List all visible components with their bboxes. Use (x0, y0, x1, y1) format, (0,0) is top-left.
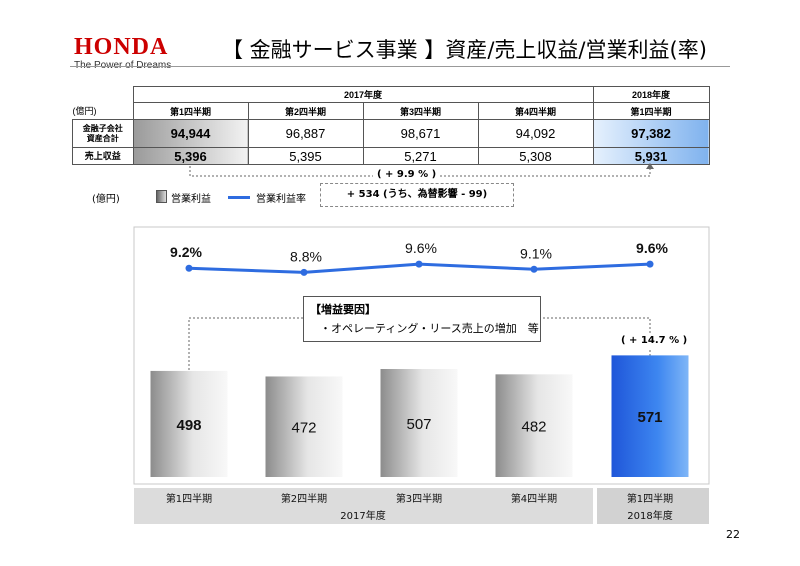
profit-growth-label: ( + 14.7 % ) (621, 335, 688, 346)
legend-bar-swatch (156, 190, 167, 203)
bar (611, 355, 689, 477)
page-title: 【 金融サービス事業 】資産/売上収益/営業利益(率) (222, 38, 707, 62)
table-unit: (億円) (72, 106, 97, 117)
factor-bracket-line (188, 317, 303, 378)
bar-series: 498 472 507 482 571 (150, 355, 689, 477)
row-label-line: 資産合計 (86, 133, 119, 143)
table-row: 売上収益 5,396 5,395 5,271 5,308 5,931 (72, 147, 710, 165)
revenue-growth-label: ( + 9.9 % ) (373, 169, 441, 180)
legend-line-label: 営業利益率 (256, 194, 306, 205)
factor-box (303, 296, 541, 342)
row-label-line: 金融子会社 (82, 123, 123, 133)
x-tick-label: 第4四半期 (511, 492, 557, 505)
x-group-label: 2018年度 (627, 509, 672, 522)
bar-value-label: 472 (291, 420, 316, 437)
table-cell: 97,382 (592, 119, 710, 148)
table-cell: 94,092 (477, 119, 594, 148)
bar (150, 370, 228, 477)
margin-point (300, 268, 308, 276)
table-cell: 5,271 (362, 147, 479, 165)
bar-value-label: 498 (176, 417, 201, 434)
table-year-row: 2017年度 2018年度 (73, 86, 710, 103)
row-label: 金融子会社 資産合計 (72, 119, 134, 148)
margin-point (530, 265, 538, 273)
bar (380, 369, 458, 477)
margin-point (185, 264, 193, 272)
bar-value-label: 507 (406, 416, 431, 433)
factor-bracket-line (539, 317, 651, 335)
table-cell: 5,308 (477, 147, 594, 165)
margin-value-label: 9.2% (170, 244, 202, 260)
bar (495, 374, 573, 477)
x-tick-label: 第1四半期 (627, 492, 673, 505)
margin-value-label: 9.6% (405, 240, 437, 256)
financial-table: 2017年度 2018年度 (億円) 第1四半期 第2四半期 第3四半期 第4四… (72, 86, 710, 165)
x-group-label: 2017年度 (340, 509, 385, 522)
x-axis: 第1四半期 第2四半期 第3四半期 第4四半期 第1四半期 2017年度 2018年度 (166, 492, 673, 522)
bar-value-label: 571 (637, 409, 662, 426)
margin-point (646, 260, 654, 268)
table-cell: 5,395 (247, 147, 364, 165)
revenue-bracket-arrow (646, 163, 654, 169)
legend-bar-label: 営業利益 (171, 194, 211, 205)
margin-point (415, 260, 423, 268)
factor-item: ・オペレーティング・リース売上の増加 等 (320, 322, 539, 335)
honda-logo: HONDA (74, 34, 169, 60)
margin-value-label: 9.1% (520, 245, 552, 261)
margin-value-label: 8.8% (290, 248, 322, 264)
table-cell: 98,671 (362, 119, 479, 148)
factor-title: 【増益要因】 (310, 303, 376, 316)
x-tick-label: 第1四半期 (166, 492, 212, 505)
table-cell: 5,396 (132, 147, 249, 165)
row-label: 売上収益 (72, 147, 134, 165)
page-number: 22 (726, 528, 740, 541)
table-cell: 5,931 (592, 147, 710, 165)
title-divider (70, 66, 730, 67)
revenue-detail-note: + 534 (うち、為替影響 - 99) (320, 183, 514, 207)
legend-line-swatch (228, 196, 250, 199)
line-series: 9.2% 8.8% 9.6% 9.1% 9.6% (170, 240, 669, 276)
bar (265, 376, 343, 477)
table-row: 金融子会社 資産合計 94,944 96,887 98,671 94,092 97… (72, 119, 710, 148)
logo-tagline: The Power of Dreams (74, 60, 171, 71)
legend-unit: (億円) (92, 194, 120, 205)
margin-value-label: 9.6% (636, 240, 668, 256)
axis-highlight-cell (597, 488, 709, 524)
bar-value-label: 482 (521, 419, 546, 436)
x-tick-label: 第3四半期 (396, 492, 442, 505)
x-tick-label: 第2四半期 (281, 492, 327, 505)
